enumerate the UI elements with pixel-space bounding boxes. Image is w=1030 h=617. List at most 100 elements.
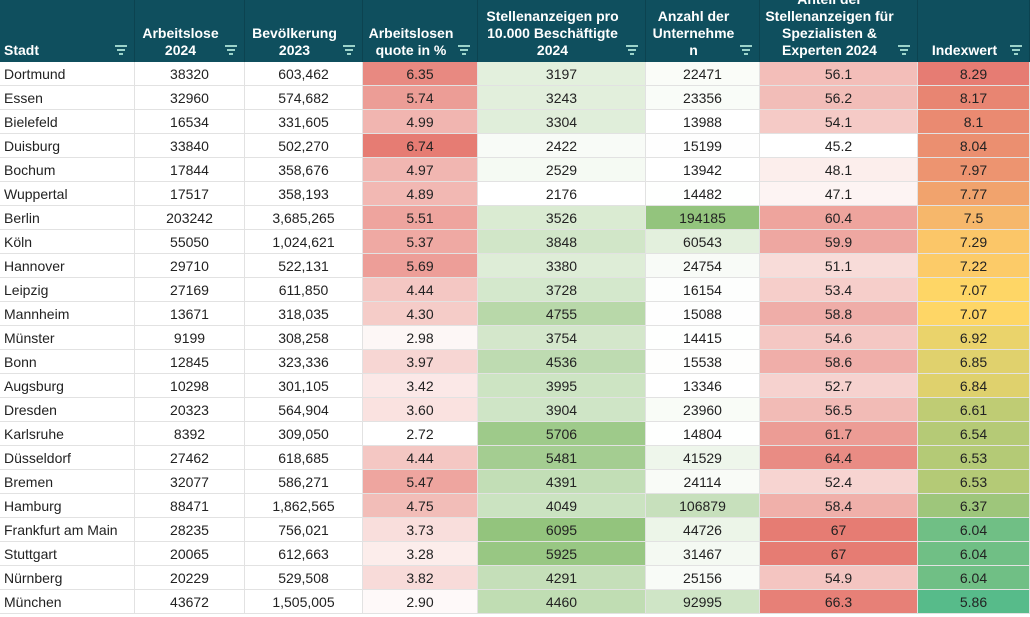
filter-icon[interactable] [457,45,471,55]
cell: 45.2 [760,134,918,158]
cell: 529,508 [245,566,363,590]
filter-icon[interactable] [739,45,753,55]
cell: 106879 [646,494,760,518]
cell: 603,462 [245,62,363,86]
cell: 3.82 [363,566,478,590]
cell: 7.97 [918,158,1030,182]
cell: 41529 [646,446,760,470]
cell: 4755 [478,302,646,326]
cell: 6.04 [918,518,1030,542]
cell: 4.44 [363,278,478,302]
cell: 2176 [478,182,646,206]
cell: 4.75 [363,494,478,518]
cell: 15088 [646,302,760,326]
city-cell: Duisburg [0,134,135,158]
city-cell: Dortmund [0,62,135,86]
cell: 32077 [135,470,245,494]
cell: 4536 [478,350,646,374]
cell: 5.47 [363,470,478,494]
cell: 3728 [478,278,646,302]
header-text: Anzahl der Unternehmen [652,8,735,58]
cell: 67 [760,542,918,566]
cell: 54.6 [760,326,918,350]
cell: 4391 [478,470,646,494]
city-cell: Münster [0,326,135,350]
cell: 3.73 [363,518,478,542]
cell: 13942 [646,158,760,182]
cell: 58.4 [760,494,918,518]
city-cell: Bochum [0,158,135,182]
cell: 4049 [478,494,646,518]
filter-icon[interactable] [897,45,911,55]
cell: 323,336 [245,350,363,374]
cell: 611,850 [245,278,363,302]
cell: 6.61 [918,398,1030,422]
city-cell: Mannheim [0,302,135,326]
cell: 88471 [135,494,245,518]
column-header[interactable]: Arbeitslose 2024 [135,0,245,62]
cell: 3.42 [363,374,478,398]
cell: 6.53 [918,446,1030,470]
cell: 5.37 [363,230,478,254]
cell: 12845 [135,350,245,374]
cell: 14804 [646,422,760,446]
city-cell: Karlsruhe [0,422,135,446]
cell: 3243 [478,86,646,110]
cell: 7.77 [918,182,1030,206]
column-header[interactable]: Arbeitslosenquote in % [363,0,478,62]
cell: 13988 [646,110,760,134]
cell: 8.17 [918,86,1030,110]
column-header[interactable]: Bevölkerung 2023 [245,0,363,62]
filter-icon[interactable] [625,45,639,55]
cell: 5481 [478,446,646,470]
column-header[interactable]: Indexwert [918,0,1030,62]
cell: 358,193 [245,182,363,206]
city-cell: Köln [0,230,135,254]
cell: 5.51 [363,206,478,230]
cell: 13671 [135,302,245,326]
cell: 25156 [646,566,760,590]
city-cell: Frankfurt am Main [0,518,135,542]
cell: 3,685,265 [245,206,363,230]
cell: 17844 [135,158,245,182]
column-header[interactable]: Stellenanzeigen pro 10.000 Beschäftigte … [478,0,646,62]
filter-icon[interactable] [114,45,128,55]
cell: 5706 [478,422,646,446]
filter-icon[interactable] [1009,45,1023,55]
filter-icon[interactable] [224,45,238,55]
cell: 66.3 [760,590,918,614]
column-header[interactable]: Stadt [0,0,135,62]
cell: 56.1 [760,62,918,86]
cell: 194185 [646,206,760,230]
cell: 309,050 [245,422,363,446]
cell: 15538 [646,350,760,374]
cell: 23960 [646,398,760,422]
cell: 5.69 [363,254,478,278]
cell: 6.92 [918,326,1030,350]
column-header[interactable]: Anteil der Stellenanzeigen für Spezialis… [760,0,918,62]
city-cell: Wuppertal [0,182,135,206]
header-text: Stadt [4,42,39,58]
cell: 15199 [646,134,760,158]
cell: 4460 [478,590,646,614]
cell: 2529 [478,158,646,182]
cell: 31467 [646,542,760,566]
cell: 2422 [478,134,646,158]
city-cell: Augsburg [0,374,135,398]
cell: 17517 [135,182,245,206]
cell: 3754 [478,326,646,350]
cell: 331,605 [245,110,363,134]
cell: 301,105 [245,374,363,398]
header-text: Arbeitslosenquote in % [368,25,454,58]
cell: 6095 [478,518,646,542]
cell: 564,904 [245,398,363,422]
cell: 22471 [646,62,760,86]
filter-icon[interactable] [342,45,356,55]
cell: 2.98 [363,326,478,350]
column-header[interactable]: Anzahl der Unternehmen [646,0,760,62]
header-text: Stellenanzeigen pro 10.000 Beschäftigte … [486,8,619,58]
cell: 33840 [135,134,245,158]
cell: 3304 [478,110,646,134]
cell: 47.1 [760,182,918,206]
